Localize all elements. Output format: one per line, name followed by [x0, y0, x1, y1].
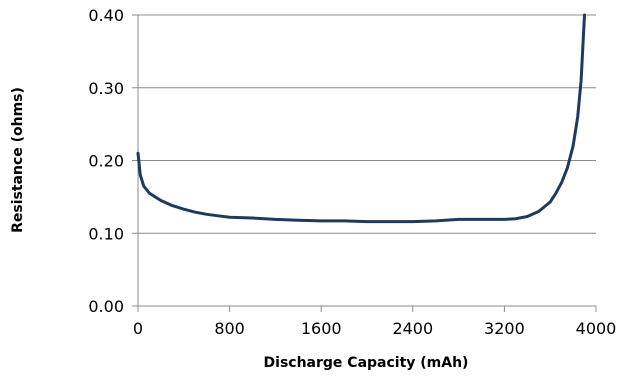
y-tick-label: 0.10: [88, 224, 124, 243]
y-axis-ticks: 0.00 0.10 0.20 0.30 0.40: [88, 6, 138, 316]
y-tick-label: 0.00: [88, 297, 124, 316]
x-axis-ticks: 0 800 1600 2400 3200 4000: [133, 306, 616, 338]
x-tick-label: 2400: [392, 319, 433, 338]
gridlines: [138, 14, 596, 234]
x-tick-label: 1600: [301, 319, 342, 338]
x-tick-label: 800: [214, 319, 245, 338]
y-tick-label: 0.20: [88, 152, 124, 171]
y-axis-title: Resistance (ohms): [10, 87, 26, 233]
x-tick-label: 3200: [484, 319, 525, 338]
x-tick-label: 4000: [576, 319, 617, 338]
x-axis-title: Discharge Capacity (mAh): [264, 355, 469, 371]
series-line-0: [136, 13, 586, 224]
x-tick-label: 0: [133, 319, 143, 338]
y-tick-label: 0.30: [88, 79, 124, 98]
y-tick-label: 0.40: [88, 6, 124, 25]
series-group: [136, 13, 586, 224]
